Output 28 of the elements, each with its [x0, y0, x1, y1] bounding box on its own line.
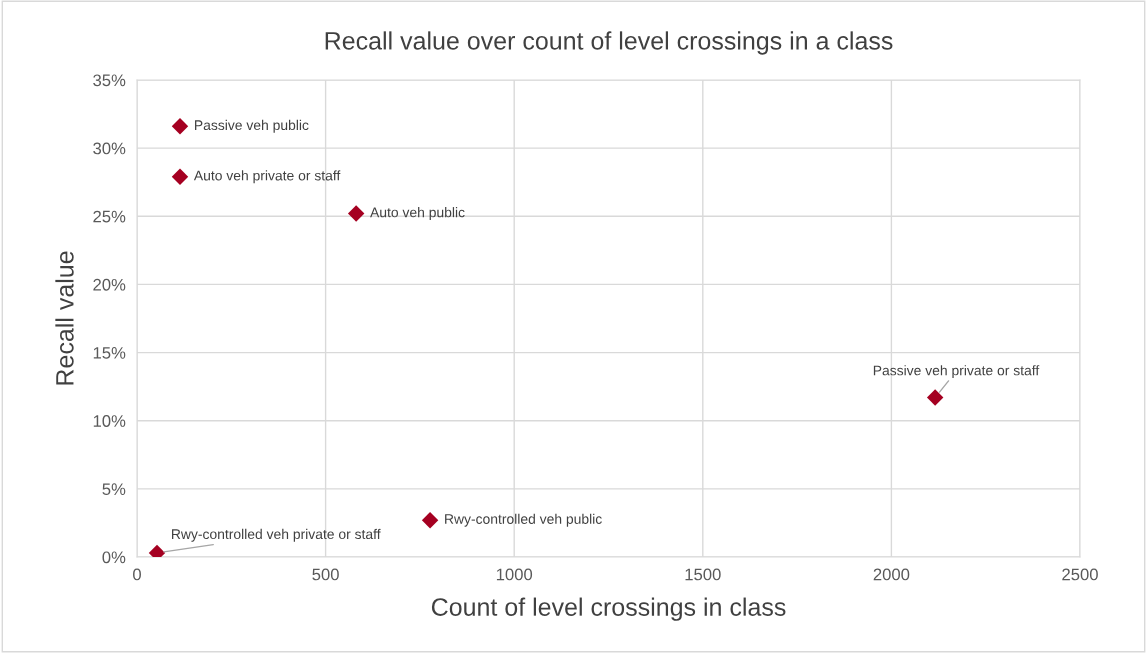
x-tick-label: 500 — [312, 568, 339, 581]
chart-title: Recall value over count of level crossings in a class — [325, 31, 893, 55]
y-tick-label: 30% — [93, 142, 126, 155]
annotation: Rwy-controlled veh private or staff — [172, 528, 381, 542]
y-tick-label: 5% — [102, 483, 126, 496]
point — [171, 168, 189, 185]
x-tick-label: 0 — [133, 568, 141, 581]
x-axis-title: Count of level crossings in class — [431, 597, 786, 621]
x-tick-label: 1500 — [685, 568, 721, 581]
y-tick-label: 10% — [93, 415, 126, 427]
y-tick-label: 25% — [93, 210, 126, 223]
x-tick-label: 2500 — [1062, 568, 1098, 581]
annotation: Passive veh private or staff — [873, 365, 1040, 379]
y-tick-label: 0% — [102, 551, 126, 564]
y-tick-label: 35% — [93, 74, 126, 87]
point — [421, 511, 439, 529]
x-tick-label: 2000 — [873, 568, 910, 581]
x-tick-label: 1000 — [496, 568, 533, 581]
annotation: Rwy-controlled veh public — [445, 513, 602, 527]
annotation: Passive veh public — [195, 119, 309, 133]
point — [347, 205, 365, 222]
y-tick-label: 15% — [93, 347, 126, 359]
point — [171, 118, 189, 135]
y-axis-title: Recall value — [55, 251, 74, 385]
annotation: Auto veh private or staff — [193, 170, 341, 184]
annotation: Auto veh public — [370, 207, 465, 221]
point — [926, 389, 944, 406]
y-tick-label: 20% — [93, 278, 126, 291]
